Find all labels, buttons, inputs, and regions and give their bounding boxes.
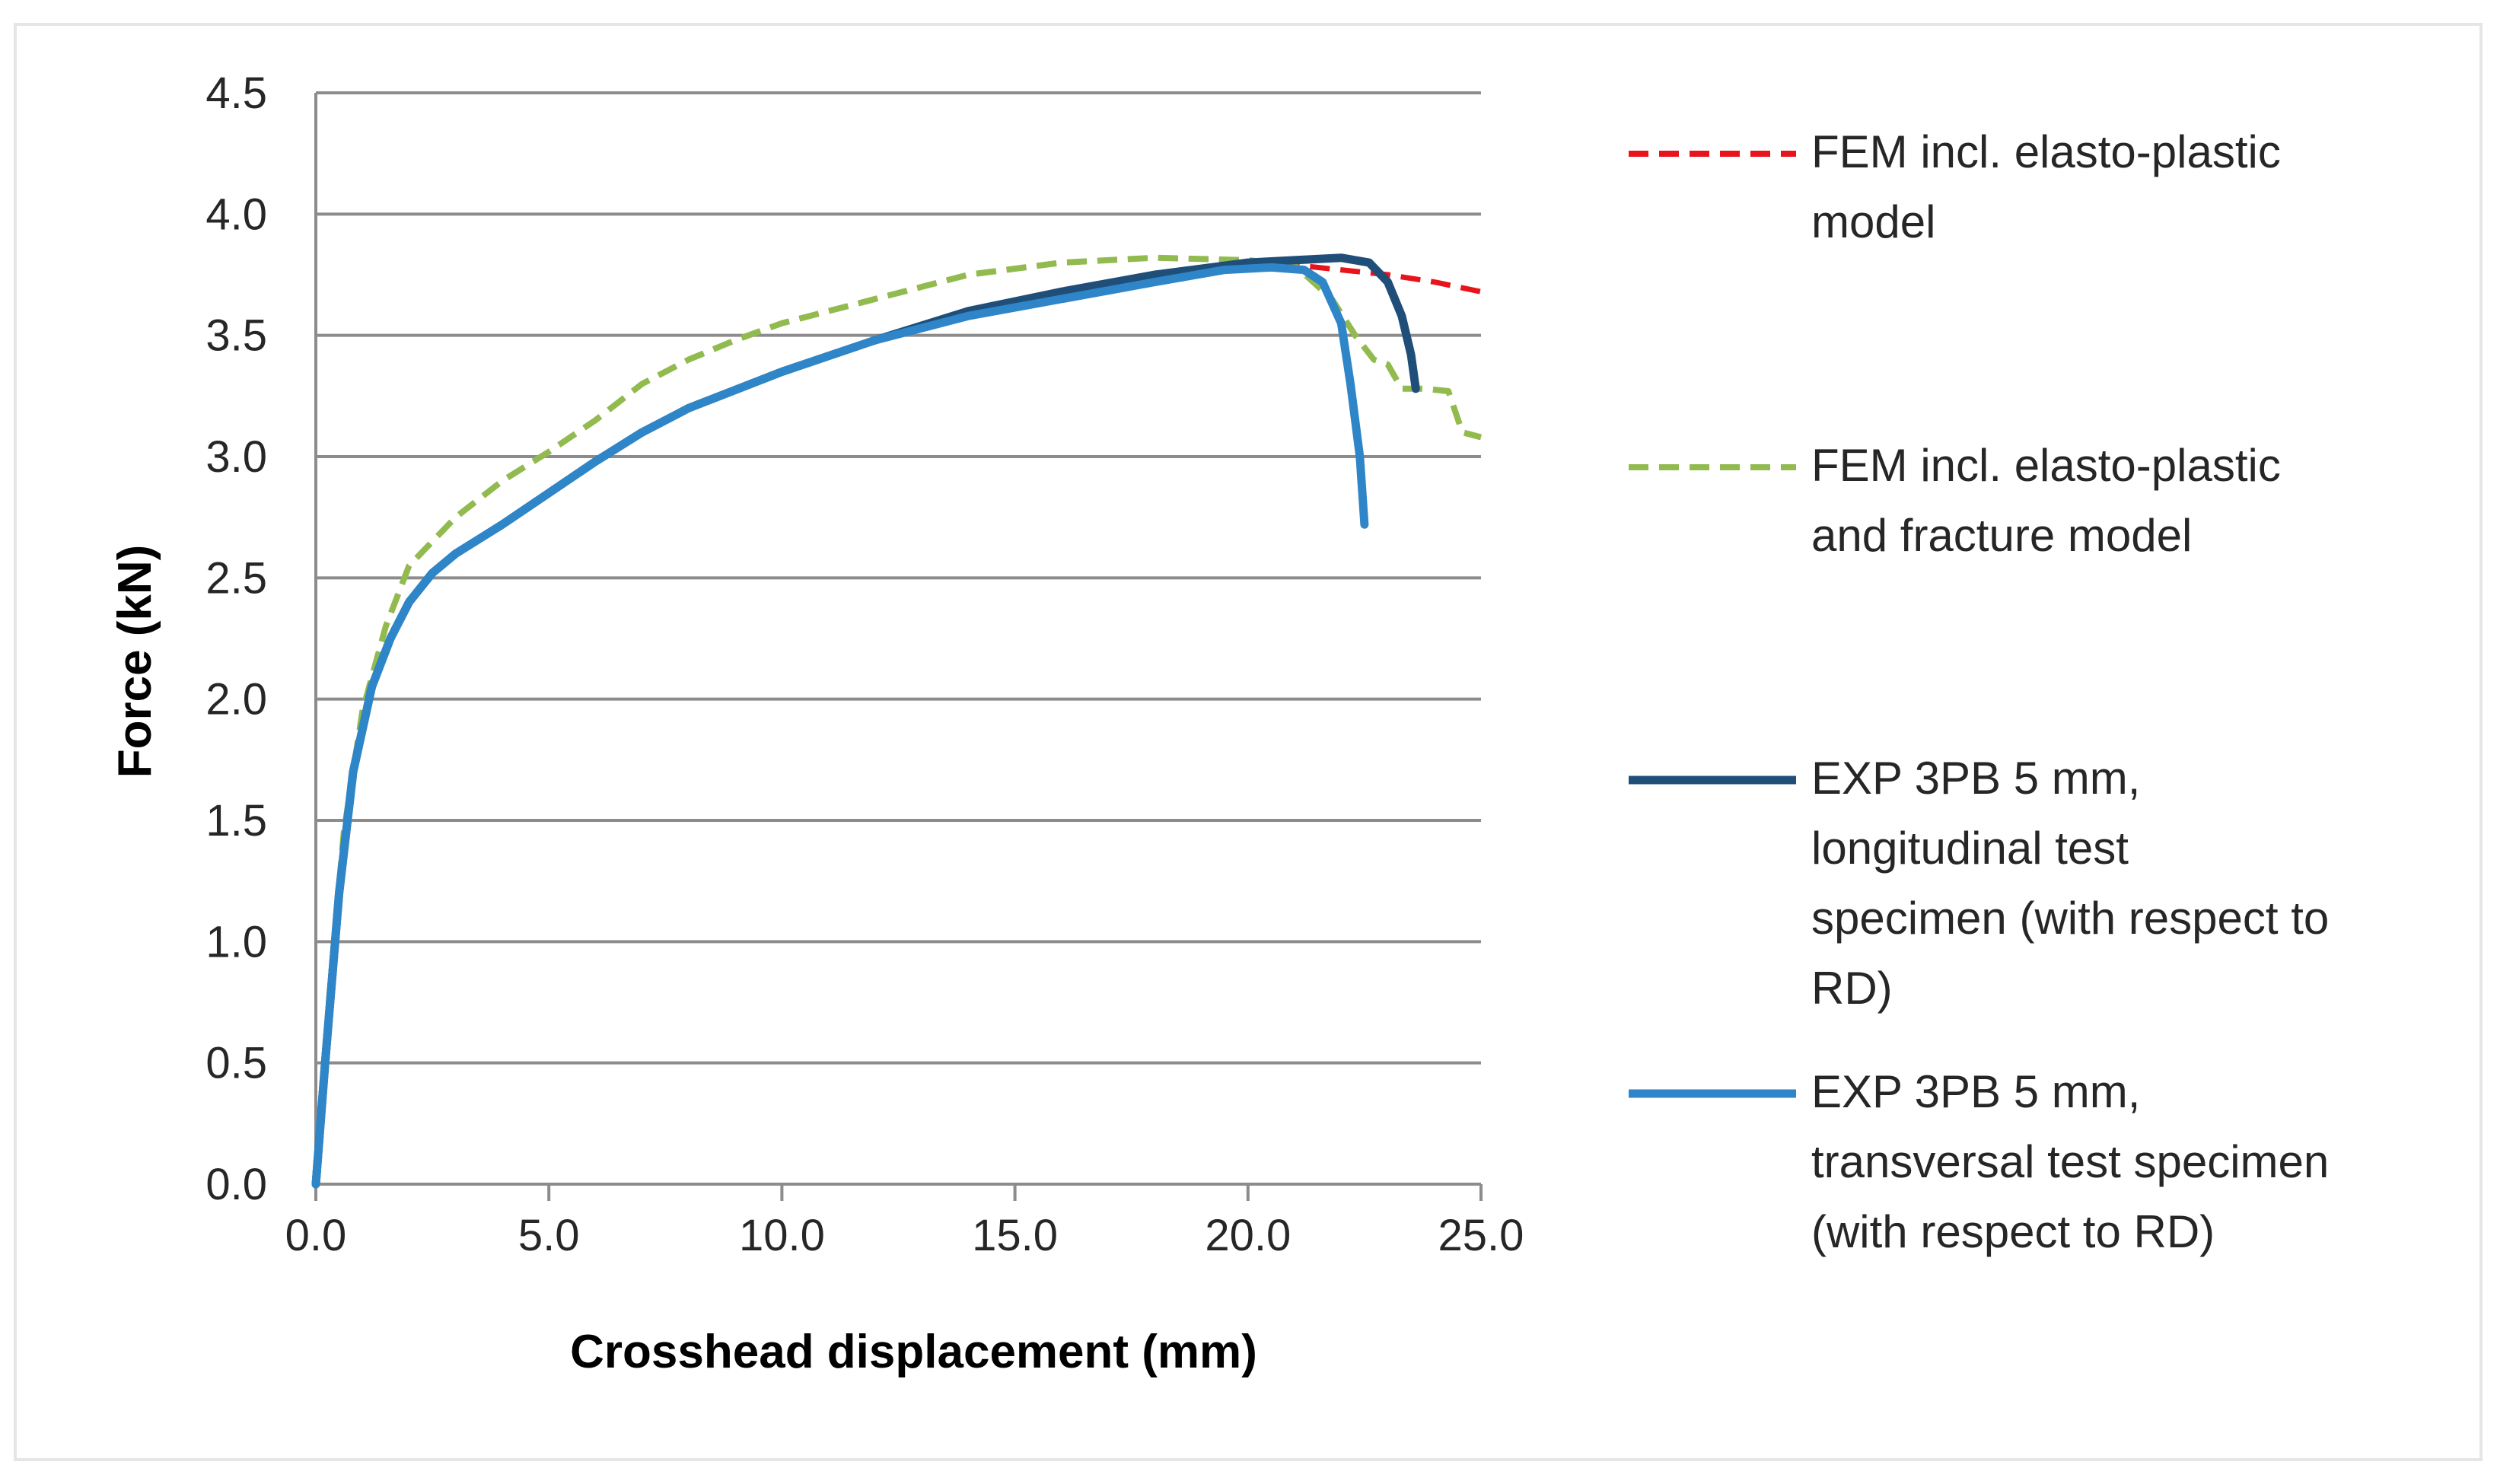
y-tick-label: 0.0 bbox=[205, 1160, 267, 1209]
x-tick-label: 15.0 bbox=[972, 1211, 1058, 1260]
y-tick-label: 2.5 bbox=[205, 553, 267, 603]
y-tick-label: 4.0 bbox=[205, 189, 267, 239]
legend-label-2: and fracture model bbox=[1811, 510, 2192, 561]
legend-label-3: EXP 3PB 5 mm, bbox=[1811, 753, 2140, 804]
legend-label-2: FEM incl. elasto-plastic bbox=[1811, 440, 2281, 491]
x-tick-label: 25.0 bbox=[1438, 1211, 1524, 1260]
legend-label-3: specimen (with respect to bbox=[1811, 893, 2329, 944]
legend-label-1: model bbox=[1811, 196, 1935, 247]
x-tick-label: 0.0 bbox=[285, 1211, 347, 1260]
plot-area bbox=[316, 93, 1481, 1184]
y-tick-label: 2.0 bbox=[205, 675, 267, 724]
legend-label-4: (with respect to RD) bbox=[1811, 1206, 2215, 1257]
series-line-4 bbox=[311, 263, 1369, 1189]
x-tick-label: 5.0 bbox=[518, 1211, 580, 1260]
legend-label-3: longitudinal test bbox=[1811, 823, 2129, 874]
x-axis-title: Crosshead displacement (mm) bbox=[570, 1326, 1257, 1378]
x-tick-label: 10.0 bbox=[739, 1211, 825, 1260]
x-tick-label: 20.0 bbox=[1205, 1211, 1291, 1260]
y-tick-label: 1.0 bbox=[205, 917, 267, 967]
y-tick-label: 1.5 bbox=[205, 796, 267, 845]
y-tick-label: 3.5 bbox=[205, 311, 267, 361]
legend-label-3: RD) bbox=[1811, 963, 1893, 1014]
legend-label-4: EXP 3PB 5 mm, bbox=[1811, 1066, 2140, 1117]
y-tick-label: 0.5 bbox=[205, 1039, 267, 1088]
series-line-2 bbox=[313, 254, 1483, 1185]
y-tick-label: 3.0 bbox=[205, 432, 267, 482]
legend-label-1: FEM incl. elasto-plastic bbox=[1811, 126, 2281, 177]
legend-label-4: transversal test specimen bbox=[1811, 1136, 2329, 1187]
y-tick-label: 4.5 bbox=[205, 68, 267, 118]
y-axis-title: Force (kN) bbox=[109, 545, 161, 779]
